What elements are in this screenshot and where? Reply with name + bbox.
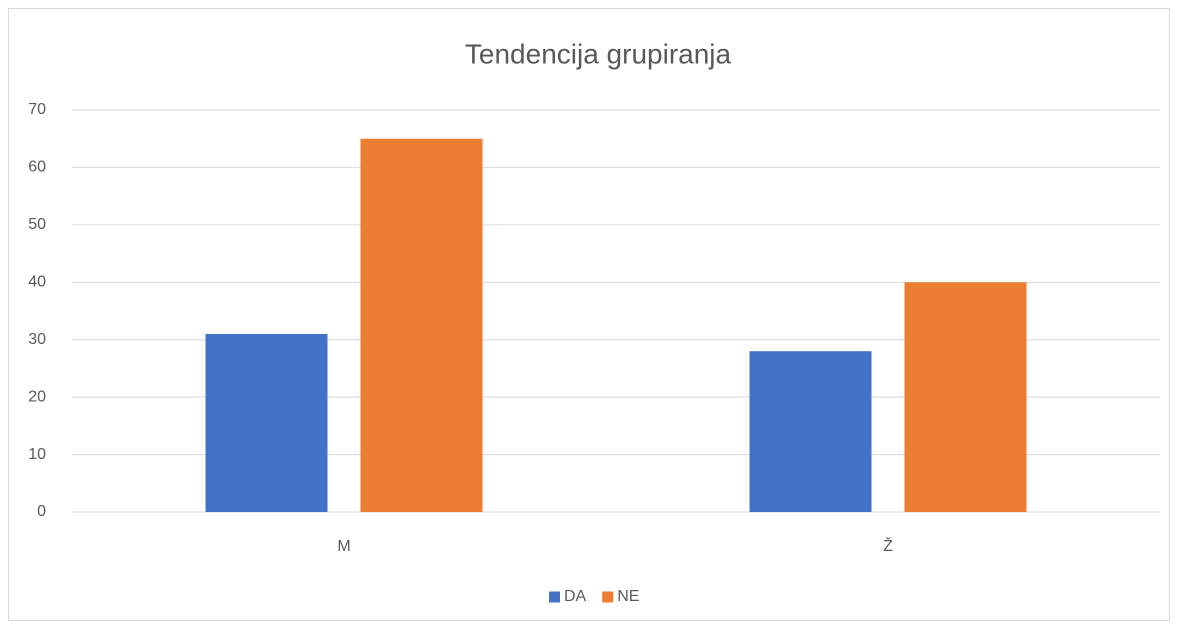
x-tick-label: Ž bbox=[883, 536, 893, 555]
y-tick-label: 50 bbox=[28, 216, 46, 233]
bar bbox=[749, 351, 872, 512]
legend-swatch bbox=[602, 591, 614, 603]
bar bbox=[360, 138, 483, 512]
legend-swatch bbox=[549, 591, 560, 603]
y-tick-label: 40 bbox=[28, 274, 46, 291]
bar bbox=[205, 333, 328, 512]
bar bbox=[904, 282, 1027, 512]
y-tick-label: 70 bbox=[28, 101, 46, 118]
chart-title: Tendencija grupiranja bbox=[465, 38, 732, 69]
x-tick-label: M bbox=[337, 538, 350, 555]
y-tick-label: 30 bbox=[28, 331, 46, 348]
y-tick-label: 0 bbox=[37, 503, 46, 520]
legend-label: NE bbox=[617, 588, 639, 605]
legend-label: DA bbox=[564, 588, 587, 605]
y-tick-label: 60 bbox=[28, 159, 46, 176]
y-tick-label: 10 bbox=[28, 446, 46, 463]
y-tick-label: 20 bbox=[28, 388, 46, 405]
